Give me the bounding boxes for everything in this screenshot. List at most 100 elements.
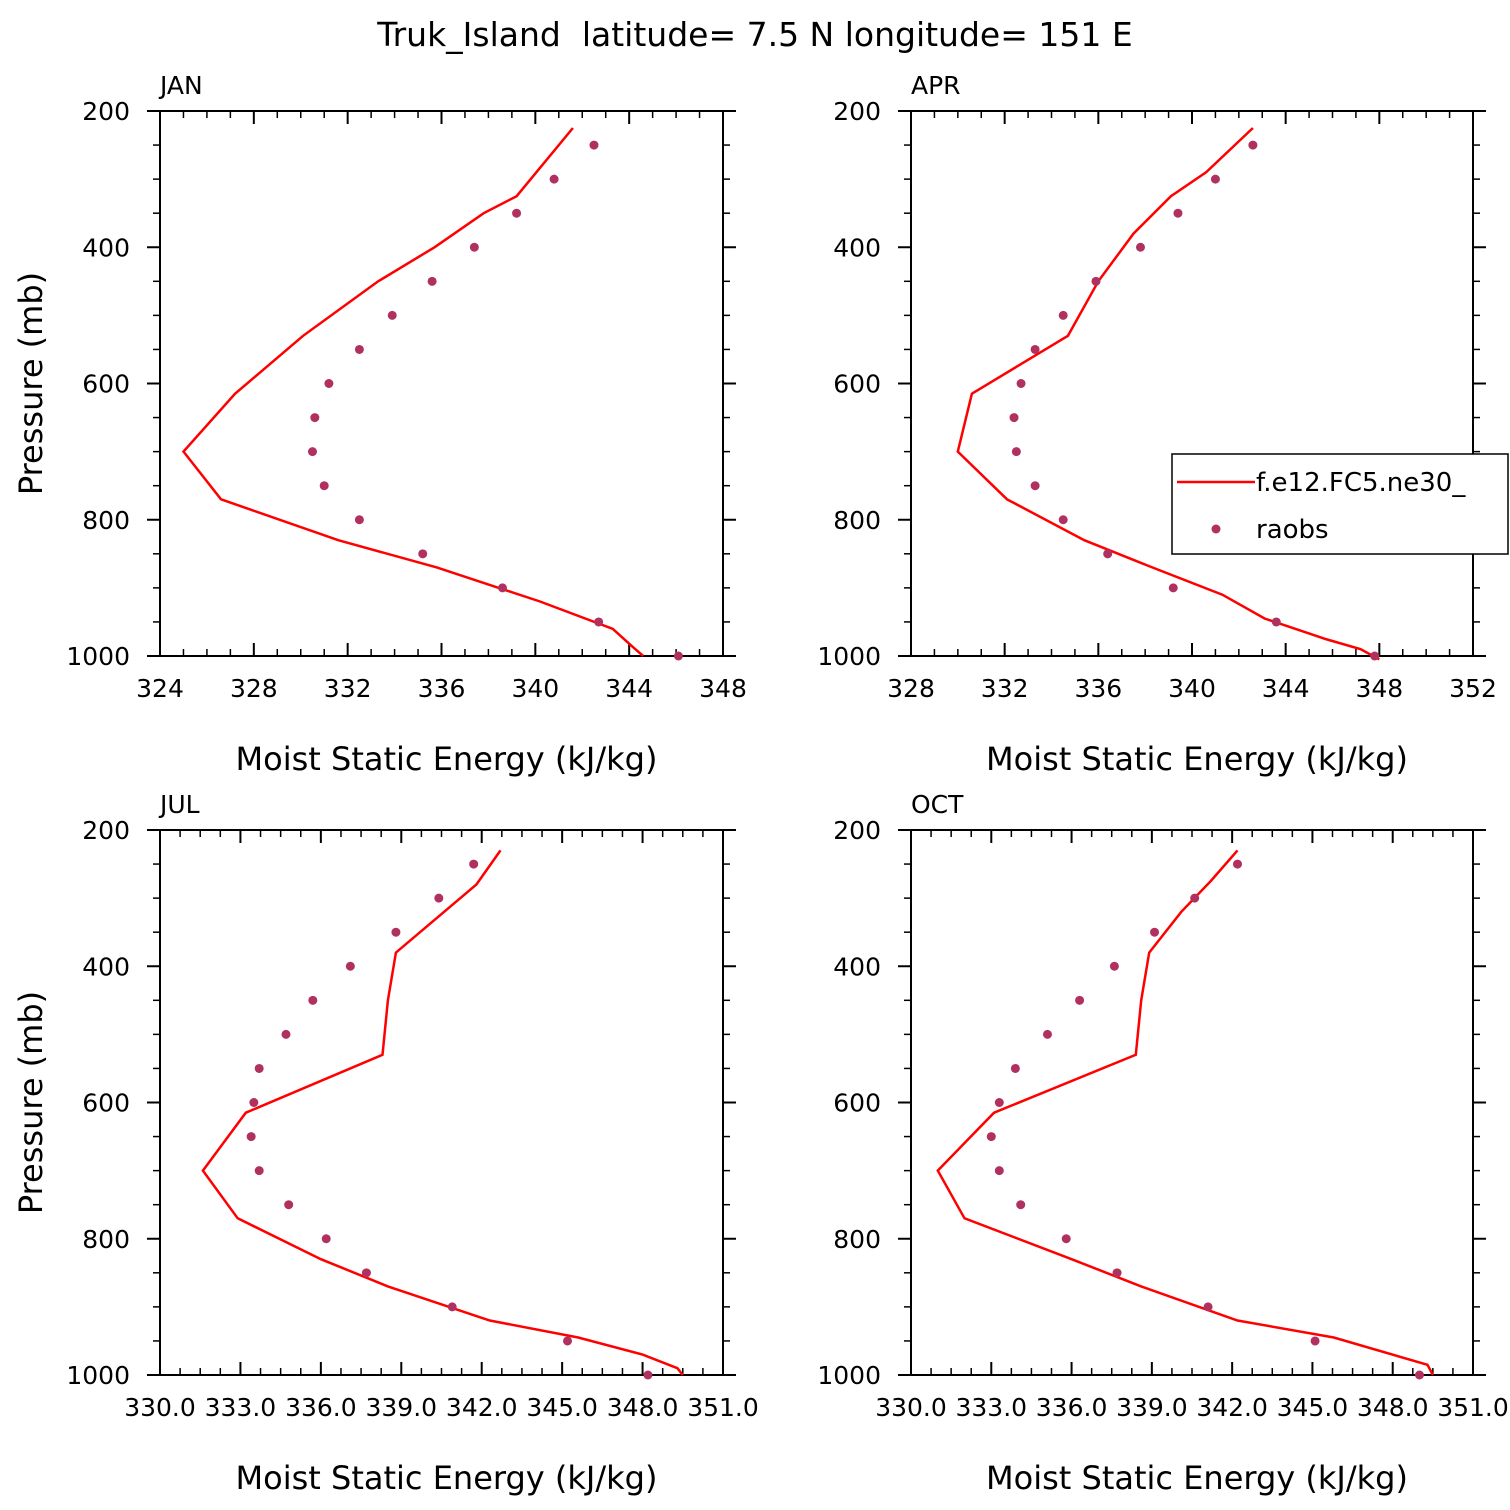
model-line-series: [201, 849, 684, 1376]
panel-jul: JUL 330.0 333.0 336.0 339.0 342.0 345.0 348.0 35…: [12, 790, 759, 1497]
y-tick-label: 800: [833, 506, 881, 535]
x-tick-label: 336.0: [285, 1393, 357, 1422]
obs-point: [594, 617, 604, 627]
obs-point: [469, 859, 479, 869]
obs-point: [986, 1132, 996, 1142]
panel-jan: JAN 324 328 332 336 340 344 348 200 400 600 800 1000…: [12, 71, 747, 778]
legend-obs-marker: [1211, 524, 1221, 534]
x-tick-label: 336: [418, 674, 466, 703]
y-tick-label: 600: [82, 1089, 130, 1118]
y-tick-label: 600: [82, 370, 130, 399]
x-tick-label: 333.0: [205, 1393, 277, 1422]
x-tick-label: 348: [1355, 674, 1403, 703]
x-tick-label: 351.0: [687, 1393, 759, 1422]
model-line-series: [181, 127, 645, 657]
x-tick-label: 336: [1074, 674, 1122, 703]
x-tick-label: 345.0: [1277, 1393, 1349, 1422]
obs-point: [1414, 1370, 1424, 1380]
y-axis-title: Pressure (mb): [12, 272, 50, 495]
panel-month-label: JUL: [158, 790, 200, 819]
y-tick-label: 200: [833, 97, 881, 126]
obs-point: [254, 1063, 264, 1073]
legend-model-label: f.e12.FC5.ne30_: [1256, 468, 1466, 498]
x-tick-label: 330.0: [124, 1393, 196, 1422]
obs-point: [994, 1166, 1004, 1176]
obs-point: [246, 1132, 256, 1142]
y-tick-label: 1000: [66, 1361, 130, 1390]
x-tick-label: 348: [699, 674, 747, 703]
obs-point: [391, 927, 401, 937]
obs-point: [418, 549, 428, 559]
x-tick-label: 344: [1262, 674, 1310, 703]
x-axis-title: Moist Static Energy (kJ/kg): [986, 740, 1408, 778]
x-tick-label: 342.0: [1196, 1393, 1268, 1422]
x-tick-label: 339.0: [1116, 1393, 1188, 1422]
obs-point: [307, 447, 317, 457]
x-axis-title: Moist Static Energy (kJ/kg): [236, 740, 658, 778]
x-axis-title: Moist Static Energy (kJ/kg): [986, 1459, 1408, 1497]
chart-panels: JAN 324 328 332 336 340 344 348 200 400 600 800 1000…: [12, 71, 1509, 1497]
obs-point: [321, 1234, 331, 1244]
obs-point: [1190, 893, 1200, 903]
obs-point: [589, 140, 599, 150]
obs-point: [673, 651, 683, 661]
obs-point: [1232, 859, 1242, 869]
y-tick-label: 1000: [817, 1361, 881, 1390]
y-tick-label: 800: [82, 506, 130, 535]
obs-point: [1135, 242, 1145, 252]
x-tick-label: 344: [605, 674, 653, 703]
y-tick-label: 200: [82, 816, 130, 845]
x-axis-title: Moist Static Energy (kJ/kg): [236, 1459, 658, 1497]
y-tick-label: 600: [833, 370, 881, 399]
obs-point: [324, 379, 334, 388]
obs-point: [1016, 1200, 1026, 1210]
obs-point: [319, 481, 329, 491]
legend-frame: [1171, 453, 1509, 555]
panel-oct: OCT 330.0 333.0 336.0 339.0 342.0 345.0 348.0 35…: [817, 790, 1508, 1497]
obs-point: [361, 1268, 371, 1278]
obs-point: [434, 893, 444, 903]
x-tick-label: 340: [511, 674, 559, 703]
obs-point: [1168, 583, 1178, 593]
model-line-series: [956, 127, 1380, 661]
x-tick-label: 336.0: [1036, 1393, 1108, 1422]
obs-point: [1016, 379, 1026, 388]
obs-point: [1030, 344, 1040, 354]
plot-frame: [159, 829, 724, 1376]
y-tick-label: 400: [82, 233, 130, 262]
obs-point: [1061, 1234, 1071, 1244]
obs-point: [1010, 1063, 1020, 1073]
y-tick-label: 400: [833, 233, 881, 262]
y-tick-label: 400: [833, 952, 881, 981]
legend-obs-label: raobs: [1256, 515, 1329, 545]
obs-point: [1310, 1336, 1320, 1346]
obs-point: [1370, 651, 1380, 661]
obs-point: [308, 995, 318, 1005]
x-tick-label: 332: [981, 674, 1029, 703]
obs-point: [447, 1302, 457, 1312]
x-tick-label: 352: [1449, 674, 1497, 703]
obs-point: [310, 413, 320, 423]
panel-apr: APR 328 332 336 340 344 348 352 200 400 600 800 1000…: [817, 71, 1496, 778]
y-tick-label: 1000: [66, 642, 130, 671]
x-tick-label: 340: [1168, 674, 1216, 703]
obs-point: [1075, 995, 1085, 1005]
obs-point: [1109, 961, 1119, 971]
obs-point: [427, 276, 437, 286]
model-line-series: [936, 849, 1435, 1376]
obs-point: [1058, 310, 1068, 320]
y-tick-label: 1000: [817, 642, 881, 671]
obs-point: [563, 1336, 573, 1346]
y-tick-label: 200: [82, 97, 130, 126]
obs-point: [254, 1166, 264, 1176]
obs-point: [387, 310, 397, 320]
x-tick-label: 345.0: [526, 1393, 598, 1422]
obs-point: [249, 1098, 259, 1107]
x-tick-label: 342.0: [446, 1393, 518, 1422]
panel-month-label: JAN: [158, 71, 203, 100]
x-tick-label: 348.0: [607, 1393, 679, 1422]
obs-point: [1173, 208, 1183, 218]
obs-point: [512, 208, 522, 218]
obs-point: [1058, 515, 1068, 525]
